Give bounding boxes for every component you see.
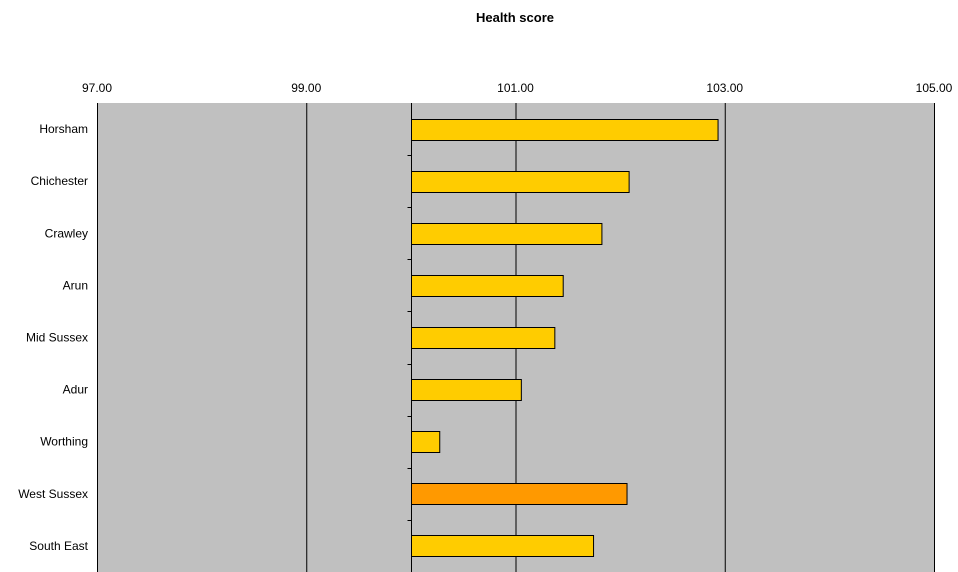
bar-horsham [412,120,719,141]
bar-mid-sussex [412,328,555,349]
bar-west-sussex [412,484,628,505]
category-label: Crawley [45,226,88,240]
x-tick-label: 97.00 [82,81,112,95]
bar-worthing [412,432,440,453]
category-label: Chichester [31,174,88,188]
category-label: Horsham [39,122,88,136]
bar-adur [412,380,522,401]
category-label: South East [29,539,88,553]
category-label: Arun [63,278,88,292]
category-label: West Sussex [18,487,88,501]
bar-south-east [412,536,594,557]
category-labels: Horsham Chichester Crawley Arun Mid Sussex Ad… [18,122,88,553]
category-label: Worthing [40,435,88,449]
x-tick-label: 103.00 [706,81,743,95]
x-tick-label: 99.00 [291,81,321,95]
bar-chichester [412,172,630,193]
tick-labels: 97.00 99.00 101.00 103.00 105.00 [82,81,953,95]
x-tick-label: 105.00 [916,81,953,95]
bar-arun [412,276,564,297]
x-tick-label: 101.00 [497,81,534,95]
category-label: Mid Sussex [26,331,88,345]
bar-crawley [412,224,602,245]
category-label: Adur [63,383,88,397]
